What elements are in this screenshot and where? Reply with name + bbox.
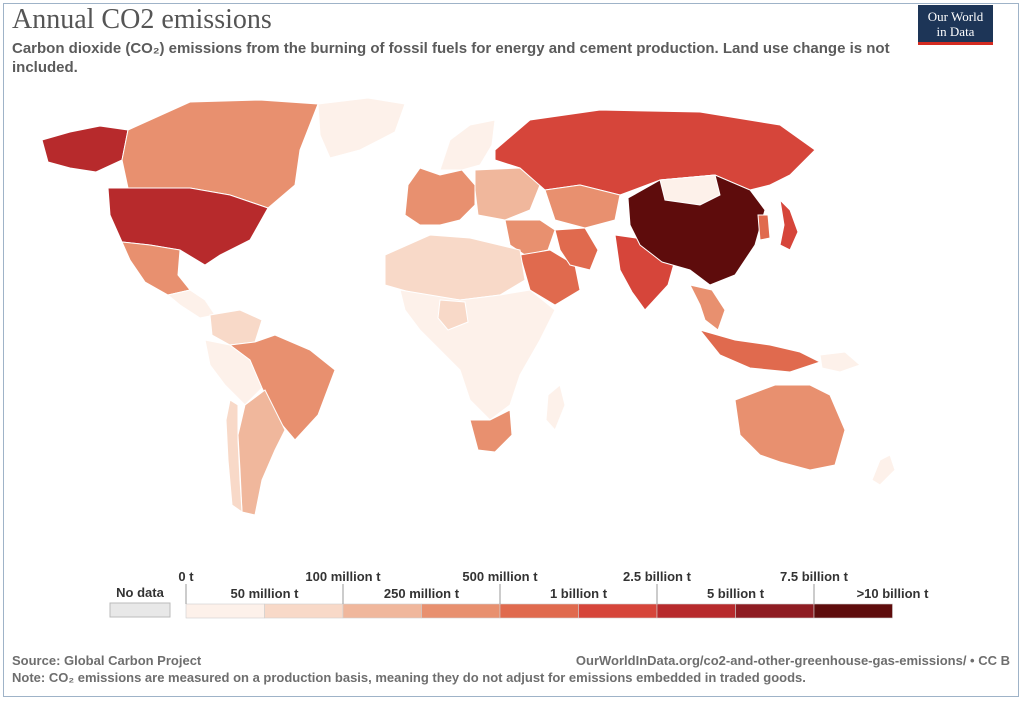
legend-swatch-3[interactable] <box>421 603 501 619</box>
legend-swatch-0[interactable] <box>185 603 265 619</box>
source-url-link[interactable]: OurWorldInData.org/co2-and-other-greenho… <box>575 653 1010 668</box>
legend-swatch-5[interactable] <box>578 603 658 619</box>
legend-tick-upper-1: 100 million t <box>305 569 381 584</box>
legend-tick-lower-4: >10 billion t <box>857 586 930 601</box>
chart-frame <box>3 3 1019 697</box>
legend-swatch-no-data[interactable] <box>109 602 171 618</box>
region-nigeria[interactable]: Nigeria <box>437 299 469 331</box>
region-japan[interactable]: Japan <box>779 198 799 251</box>
region-north-africa[interactable]: North Africa <box>384 234 526 301</box>
region-madagascar[interactable]: Madagascar <box>545 384 566 431</box>
region-alaska-usa[interactable]: Alaska (USA) <box>41 125 129 173</box>
region-scandinavia[interactable]: Scandinavia <box>439 119 496 171</box>
logo-line-1: Our World <box>927 9 984 24</box>
region-mexico[interactable]: Mexico <box>121 241 191 296</box>
legend-tick-lower-1: 250 million t <box>384 586 460 601</box>
region-western-europe[interactable]: Western Europe <box>404 167 476 226</box>
world-map: Alaska (USA)CanadaUnited States Greenland… <box>41 97 930 619</box>
legend-tick-lower-0: 50 million t <box>231 586 300 601</box>
legend: No data 0 t 100 million t 500 million t 2.5 … <box>109 569 930 619</box>
legend-tick-lower-2: 1 billion t <box>550 586 608 601</box>
region-mongolia[interactable]: Mongolia <box>659 174 721 206</box>
owid-logo[interactable]: Our World in Data <box>918 5 993 45</box>
source-text: Source: Global Carbon Project <box>12 653 202 668</box>
region-greenland[interactable]: Greenland <box>317 97 406 159</box>
legend-tick-lower-3: 5 billion t <box>707 586 765 601</box>
chart-title: Annual CO2 emissions <box>12 4 272 35</box>
region-korea[interactable]: Korea <box>757 214 771 241</box>
legend-tick-upper-4: 7.5 billion t <box>780 569 849 584</box>
legend-swatch-6[interactable] <box>656 603 736 619</box>
region-indonesia[interactable]: Indonesia <box>698 329 822 373</box>
region-canada[interactable]: Canada <box>121 99 319 209</box>
logo-line-2: in Data <box>936 24 975 39</box>
region-southeast-asia[interactable]: Southeast Asia <box>689 284 726 331</box>
legend-swatch-2[interactable] <box>342 603 422 619</box>
region-australia[interactable]: Australia <box>734 384 846 471</box>
legend-swatch-1[interactable] <box>264 603 344 619</box>
region-central-america[interactable]: Central America <box>166 289 216 319</box>
legend-tick-upper-2: 500 million t <box>462 569 538 584</box>
region-new-zealand[interactable]: New Zealand <box>871 454 896 486</box>
region-south-africa[interactable]: South Africa <box>469 409 513 453</box>
legend-tick-upper-3: 2.5 billion t <box>623 569 692 584</box>
legend-swatch-7[interactable] <box>735 603 815 619</box>
region-brazil[interactable]: Brazil <box>228 334 336 441</box>
legend-tick-upper-0: 0 t <box>178 569 194 584</box>
region-sub-saharan-africa[interactable]: Sub-Saharan Africa <box>399 289 556 421</box>
region-united-states[interactable]: United States <box>107 187 269 266</box>
chart-subtitle: Carbon dioxide (CO₂) emissions from the … <box>12 40 890 76</box>
note-text: Note: CO₂ emissions are measured on a pr… <box>12 670 806 685</box>
region-kazakhstan[interactable]: Kazakhstan <box>544 184 621 229</box>
legend-swatch-4[interactable] <box>499 603 579 619</box>
region-chile[interactable]: Chile <box>225 399 243 514</box>
region-iran[interactable]: Iran <box>554 227 599 271</box>
region-papua-new-guinea[interactable]: Papua New Guinea <box>819 351 861 373</box>
legend-label-no-data: No data <box>116 585 164 600</box>
legend-swatch-8[interactable] <box>813 603 893 619</box>
region-colombia-venezuela[interactable]: Colombia/Venezuela <box>209 309 263 346</box>
